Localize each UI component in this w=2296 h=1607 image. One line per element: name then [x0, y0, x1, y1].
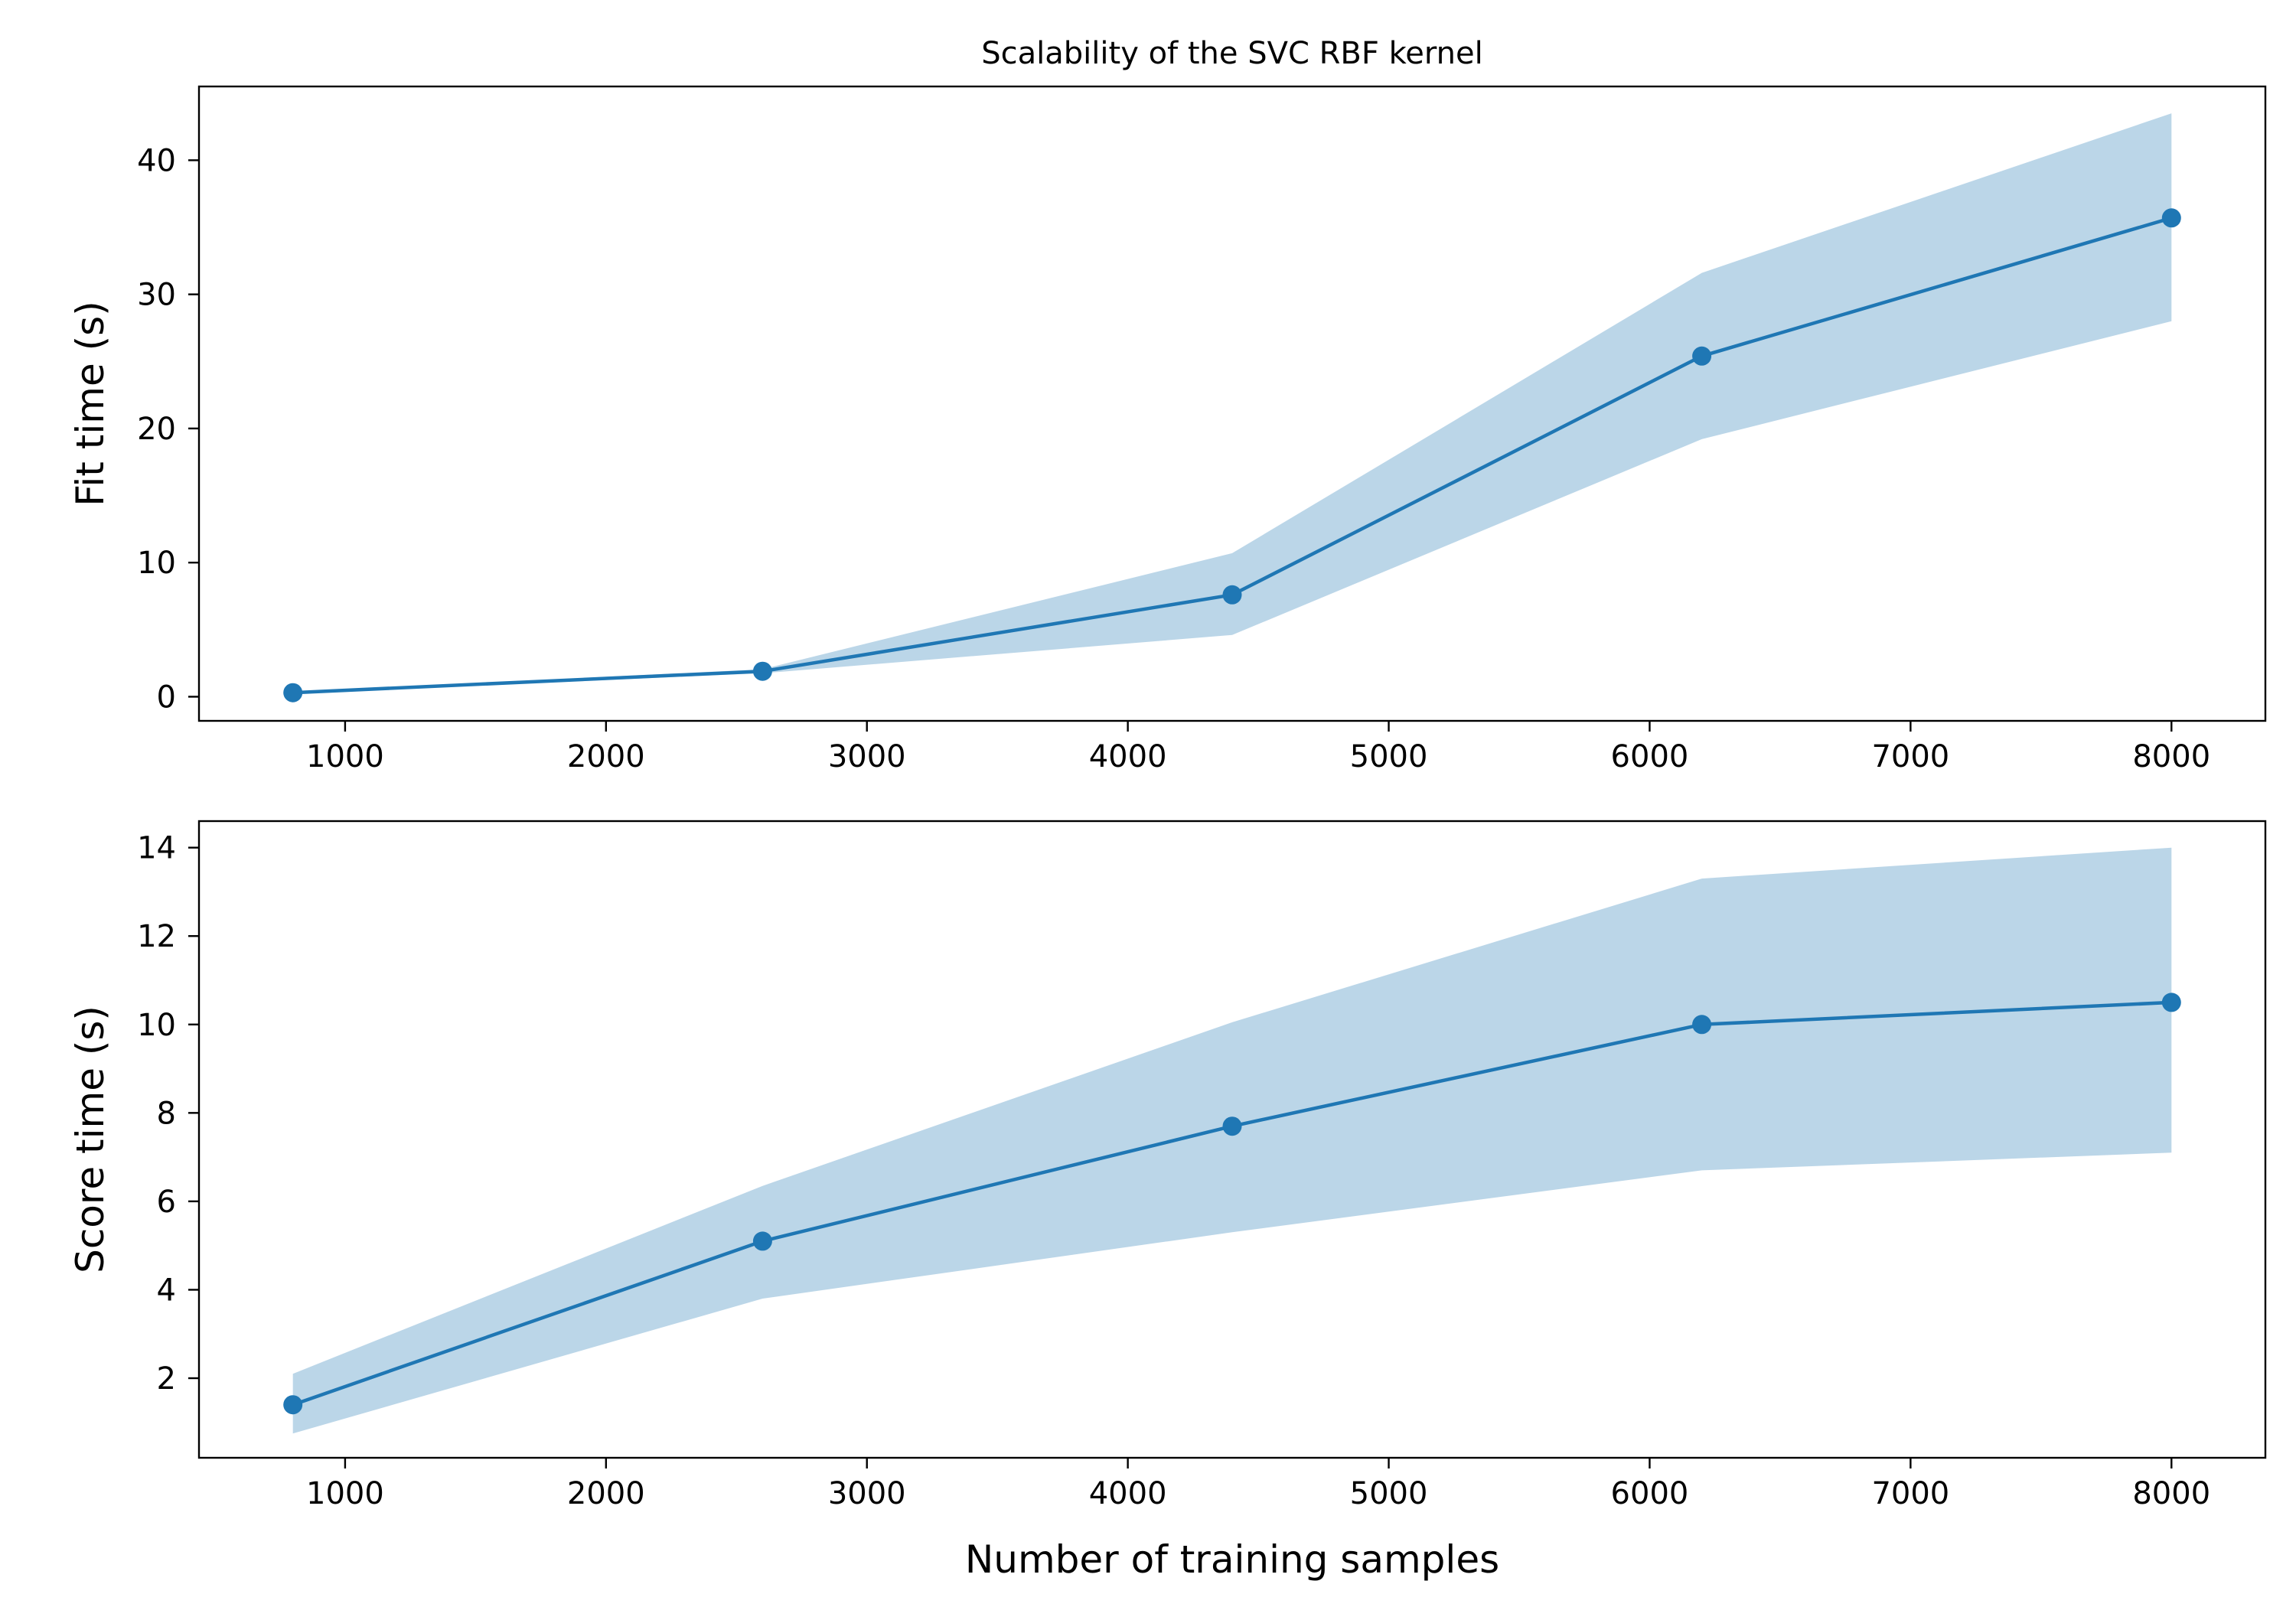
y-tick-label: 40	[137, 143, 176, 178]
data-point	[1692, 1015, 1712, 1035]
y-tick-label: 10	[137, 1008, 176, 1043]
y-tick-label: 6	[157, 1185, 176, 1220]
fit-time-panel: 1000 2000 3000 4000 5000 6000 7000 8000 0 10 20 30 4…	[68, 85, 2267, 774]
y-tick-label: 14	[137, 831, 176, 866]
x-tick-label: 7000	[1871, 1476, 1949, 1511]
x-tick-label: 8000	[2132, 1476, 2210, 1511]
x-tick-label: 7000	[1871, 739, 1949, 774]
data-point	[1692, 346, 1712, 366]
x-tick-label: 6000	[1611, 1476, 1689, 1511]
x-tick-label: 4000	[1089, 739, 1167, 774]
std-band	[292, 113, 2172, 694]
data-point	[2161, 208, 2181, 228]
x-tick-label: 6000	[1611, 739, 1689, 774]
data-point	[752, 661, 772, 681]
x-tick-label: 3000	[828, 739, 906, 774]
data-point	[283, 1395, 303, 1415]
data-point	[283, 683, 303, 702]
x-tick-label: 2000	[567, 1476, 645, 1511]
y-tick-label: 30	[137, 278, 176, 313]
y-tick-label: 4	[157, 1273, 176, 1308]
y-tick-label: 10	[137, 546, 176, 581]
y-tick-label: 2	[157, 1361, 176, 1397]
x-tick-label: 1000	[306, 739, 384, 774]
y-tick-label: 8	[157, 1096, 176, 1131]
data-point	[2161, 993, 2181, 1012]
score-time-panel: 1000 2000 3000 4000 5000 6000 7000 8000 2 4 6 8 10 12…	[68, 820, 2267, 1582]
data-point	[752, 1231, 772, 1251]
y-axis-label: Fit time (s)	[68, 301, 113, 506]
x-tick-label: 5000	[1350, 739, 1428, 774]
y-axis-label: Score time (s)	[68, 1006, 113, 1273]
x-axis-label: Number of training samples	[965, 1537, 1499, 1582]
data-point	[1222, 1116, 1242, 1136]
axes-frame	[197, 85, 2267, 722]
y-tick-label: 12	[137, 919, 176, 954]
x-tick-label: 4000	[1089, 1476, 1167, 1511]
std-band	[292, 847, 2172, 1434]
data-point	[1222, 585, 1242, 605]
x-tick-label: 8000	[2132, 739, 2210, 774]
x-tick-label: 3000	[828, 1476, 906, 1511]
x-tick-label: 1000	[306, 1476, 384, 1511]
y-tick-label: 20	[137, 412, 176, 447]
chart-title: Scalability of the SVC RBF kernel	[981, 36, 1482, 71]
axes-frame	[197, 820, 2267, 1459]
x-tick-label: 5000	[1350, 1476, 1428, 1511]
x-tick-label: 2000	[567, 739, 645, 774]
y-tick-label: 0	[157, 680, 176, 715]
